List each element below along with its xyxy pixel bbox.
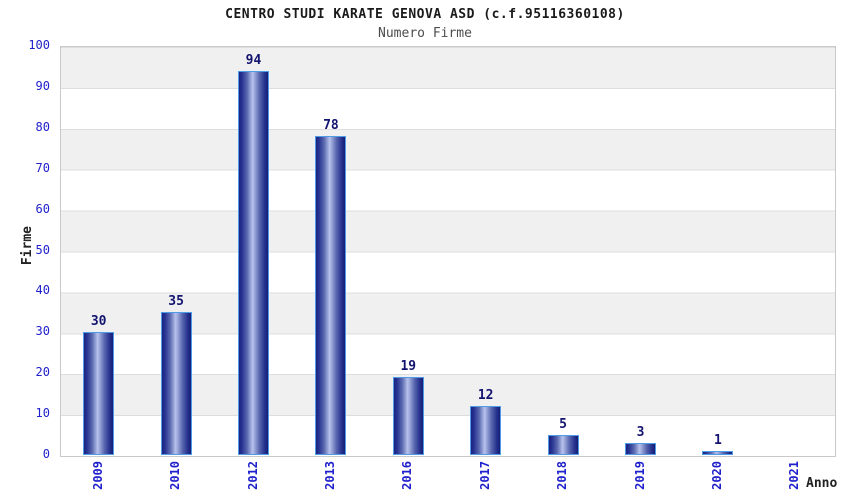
bar-value-label-2010: 35 (168, 293, 184, 309)
bar-2016 (392, 377, 424, 455)
x-tick-label-2018: 2018 (555, 461, 570, 490)
x-tick-label-2019: 2019 (632, 461, 647, 490)
x-tick-label-2020: 2020 (709, 461, 724, 490)
bar-2010 (160, 311, 192, 455)
bar-2012 (238, 70, 269, 455)
bar-2009 (83, 332, 115, 455)
bar-value-label-2019: 3 (636, 424, 645, 440)
bar-2019 (625, 442, 656, 455)
y-tick-label-90: 90 (35, 78, 50, 93)
bar-2017 (470, 405, 502, 455)
bar-2018 (547, 434, 579, 455)
bar-value-label-2017: 12 (477, 387, 494, 403)
bar-value-label-2016: 19 (400, 359, 417, 375)
bar-value-label-2013: 78 (323, 117, 339, 133)
y-tick-label-100: 100 (28, 38, 50, 52)
y-tick-label-80: 80 (35, 119, 50, 134)
y-tick-label-10: 10 (35, 406, 50, 421)
x-tick-label-2012: 2012 (245, 461, 260, 490)
y-tick-label-0: 0 (42, 447, 50, 461)
bar-2020 (702, 450, 734, 455)
x-tick-label-2016: 2016 (400, 461, 415, 490)
x-tick-label-2009: 2009 (90, 461, 105, 490)
y-tick-label-20: 20 (35, 365, 50, 380)
x-tick-label-2021: 2021 (787, 461, 802, 490)
x-tick-label-2013: 2013 (322, 461, 337, 490)
x-tick-label-2010: 2010 (168, 461, 183, 490)
y-tick-label-70: 70 (35, 160, 50, 175)
bar-value-label-2012: 94 (245, 52, 262, 68)
x-tick-label-2017: 2017 (477, 461, 492, 490)
chart-subtitle: Numero Firme (378, 26, 472, 41)
y-tick-label-50: 50 (35, 242, 50, 257)
y-tick-label-30: 30 (35, 324, 50, 339)
bar-value-label-2009: 30 (90, 314, 107, 330)
chart-title: CENTRO STUDI KARATE GENOVA ASD (c.f.9511… (225, 7, 625, 22)
y-tick-label-40: 40 (35, 283, 50, 298)
x-axis-title: Anno (806, 476, 838, 491)
bar-2013 (315, 135, 347, 455)
bar-value-label-2020: 1 (713, 432, 722, 448)
y-tick-label-60: 60 (35, 201, 50, 216)
bar-value-label-2018: 5 (559, 416, 567, 432)
